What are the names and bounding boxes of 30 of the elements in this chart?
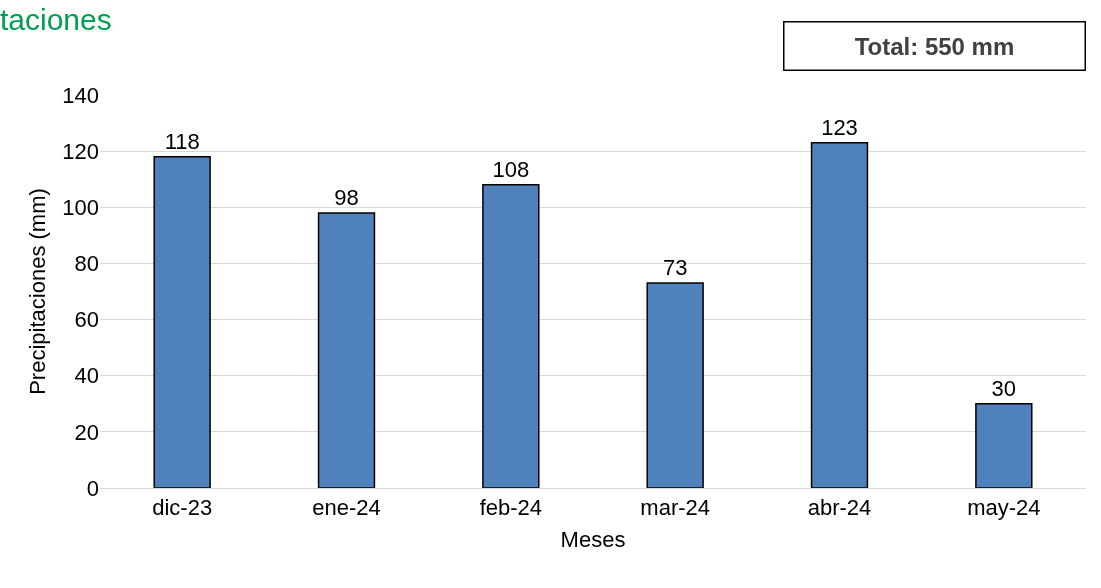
data-label: 123 <box>821 114 858 140</box>
bar <box>975 403 1033 488</box>
y-tick-label: 20 <box>74 419 99 445</box>
y-tick-label: 0 <box>86 475 99 501</box>
data-label: 118 <box>164 128 200 154</box>
y-tick-label: 40 <box>74 363 99 389</box>
data-label: 30 <box>991 375 1017 401</box>
bar <box>810 141 869 488</box>
x-tick-label: dic-23 <box>152 495 213 521</box>
x-tick-label: abr-24 <box>807 495 872 521</box>
data-label: 108 <box>492 156 530 182</box>
bar <box>317 212 376 488</box>
bar <box>482 184 540 488</box>
bar <box>153 156 211 488</box>
data-label: 98 <box>334 184 359 210</box>
text: Total: 550 mm <box>854 32 1015 60</box>
x-axis-title: Meses <box>560 527 626 553</box>
y-tick-label: 140 <box>62 82 99 108</box>
x-tick-label: ene-24 <box>312 495 381 521</box>
y-axis-title: Precipitaciones (mm) <box>25 188 51 395</box>
y-tick-label: 120 <box>62 138 99 164</box>
y-tick-label: 60 <box>74 307 99 333</box>
x-tick-label: mar-24 <box>640 495 711 521</box>
y-tick-label: 100 <box>62 194 99 220</box>
y-tick-label: 80 <box>74 251 99 277</box>
x-tick-label: may-24 <box>967 495 1041 521</box>
chart-title: taciones <box>0 2 112 36</box>
data-label: 73 <box>662 255 688 281</box>
x-tick-label: feb-24 <box>479 495 543 521</box>
bar <box>646 282 704 488</box>
